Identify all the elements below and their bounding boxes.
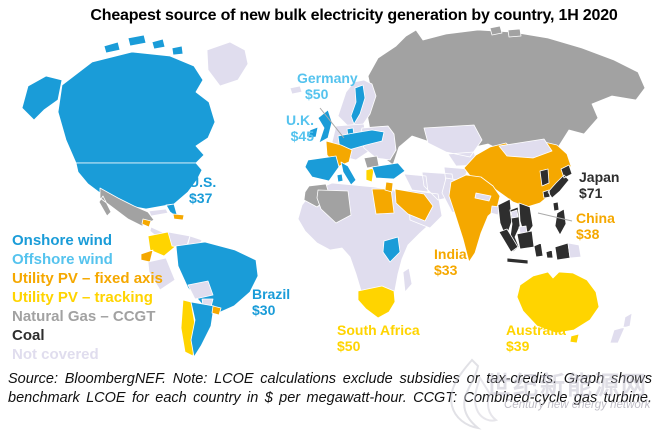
legend-item-onshore-wind: Onshore wind bbox=[12, 232, 113, 249]
label-india-name: India bbox=[434, 246, 467, 262]
country-canada bbox=[57, 51, 216, 164]
country-kenya bbox=[382, 236, 401, 263]
page-title: Cheapest source of new bulk electricity … bbox=[90, 7, 618, 24]
source-note: Source: BloombergNEF. Note: LCOE calcula… bbox=[8, 370, 652, 408]
legend-item-not-covered: Not covered bbox=[12, 346, 99, 363]
arctic-russia-islands bbox=[489, 25, 522, 38]
country-uruguay bbox=[211, 305, 222, 316]
source-note-line2: benchmark LCOE for each country in $ per… bbox=[8, 390, 652, 406]
source-note-line1: Source: BloombergNEF. Note: LCOE calcula… bbox=[8, 371, 652, 387]
country-new-guinea-west bbox=[554, 242, 571, 261]
label-south-africa: South Africa $50 bbox=[337, 322, 420, 354]
country-south-africa bbox=[357, 285, 396, 319]
label-us: U.S. $37 bbox=[189, 174, 216, 206]
label-japan: Japan $71 bbox=[579, 169, 619, 201]
country-madagascar bbox=[402, 267, 413, 293]
legend: Onshore wind Offshore wind Utility PV – … bbox=[12, 231, 163, 364]
country-mongolia bbox=[498, 138, 553, 159]
label-uk: U.K. $45 bbox=[276, 112, 314, 144]
country-indonesia bbox=[498, 228, 554, 265]
region-iberia bbox=[304, 155, 340, 182]
country-iceland bbox=[289, 85, 303, 95]
label-us-name: U.S. bbox=[189, 174, 217, 190]
label-australia: Australia $39 bbox=[506, 322, 566, 354]
country-bolivia bbox=[187, 280, 214, 300]
country-bangladesh bbox=[490, 205, 501, 216]
country-korea bbox=[539, 168, 550, 187]
country-argentina bbox=[190, 301, 215, 358]
legend-item-pv-fixed: Utility PV – fixed axis bbox=[12, 270, 163, 287]
label-us-value: $37 bbox=[189, 190, 213, 206]
country-saudi-arabia bbox=[394, 188, 434, 222]
country-ireland bbox=[307, 126, 319, 139]
label-china-name: China bbox=[576, 210, 615, 226]
label-germany-value: $50 bbox=[305, 86, 329, 102]
country-greece bbox=[365, 167, 375, 183]
legend-item-coal: Coal bbox=[12, 327, 45, 344]
label-germany-name: Germany bbox=[297, 70, 358, 86]
country-guatemala bbox=[141, 218, 152, 228]
country-japan bbox=[542, 164, 573, 199]
country-nepal bbox=[474, 192, 492, 202]
label-uk-name: U.K. bbox=[286, 112, 314, 128]
leader-line-china bbox=[537, 212, 573, 222]
country-greenland bbox=[206, 41, 249, 87]
canada-arctic-islands bbox=[103, 34, 184, 56]
label-india: India $33 bbox=[434, 246, 467, 278]
label-brazil-value: $30 bbox=[252, 302, 276, 318]
country-alaska bbox=[21, 75, 63, 121]
country-laos bbox=[510, 209, 519, 219]
label-south-africa-value: $50 bbox=[337, 338, 361, 354]
country-turkey bbox=[371, 162, 406, 180]
label-germany: Germany $50 bbox=[297, 70, 358, 102]
label-australia-name: Australia bbox=[506, 322, 566, 338]
country-algeria bbox=[316, 189, 352, 224]
label-brazil: Brazil $30 bbox=[252, 286, 290, 318]
leader-line-germany bbox=[319, 107, 345, 139]
label-china: China $38 bbox=[576, 210, 615, 242]
country-new-zealand bbox=[609, 312, 633, 344]
country-peru bbox=[147, 257, 176, 291]
country-hispaniola bbox=[172, 213, 185, 221]
country-australia bbox=[516, 271, 600, 334]
country-taiwan bbox=[552, 201, 560, 212]
country-sweden bbox=[350, 84, 366, 125]
country-philippines bbox=[554, 208, 567, 236]
label-japan-name: Japan bbox=[579, 169, 620, 185]
country-colombia bbox=[147, 231, 177, 257]
country-new-guinea-east bbox=[567, 242, 582, 259]
country-tasmania bbox=[569, 333, 580, 344]
country-china bbox=[463, 140, 572, 208]
country-myanmar bbox=[497, 198, 513, 239]
label-brazil-name: Brazil bbox=[252, 286, 291, 302]
label-australia-value: $39 bbox=[506, 338, 530, 354]
region-levant bbox=[384, 181, 394, 193]
label-japan-value: $71 bbox=[579, 185, 603, 201]
legend-item-offshore-wind: Offshore wind bbox=[12, 251, 113, 268]
label-uk-value: $45 bbox=[290, 128, 314, 144]
legend-item-natural-gas: Natural Gas – CCGT bbox=[12, 308, 156, 325]
label-south-africa-name: South Africa bbox=[337, 322, 420, 338]
label-china-value: $38 bbox=[576, 226, 600, 242]
label-india-value: $33 bbox=[434, 262, 458, 278]
legend-item-pv-tracking: Utility PV – tracking bbox=[12, 289, 153, 306]
country-egypt bbox=[371, 188, 395, 215]
